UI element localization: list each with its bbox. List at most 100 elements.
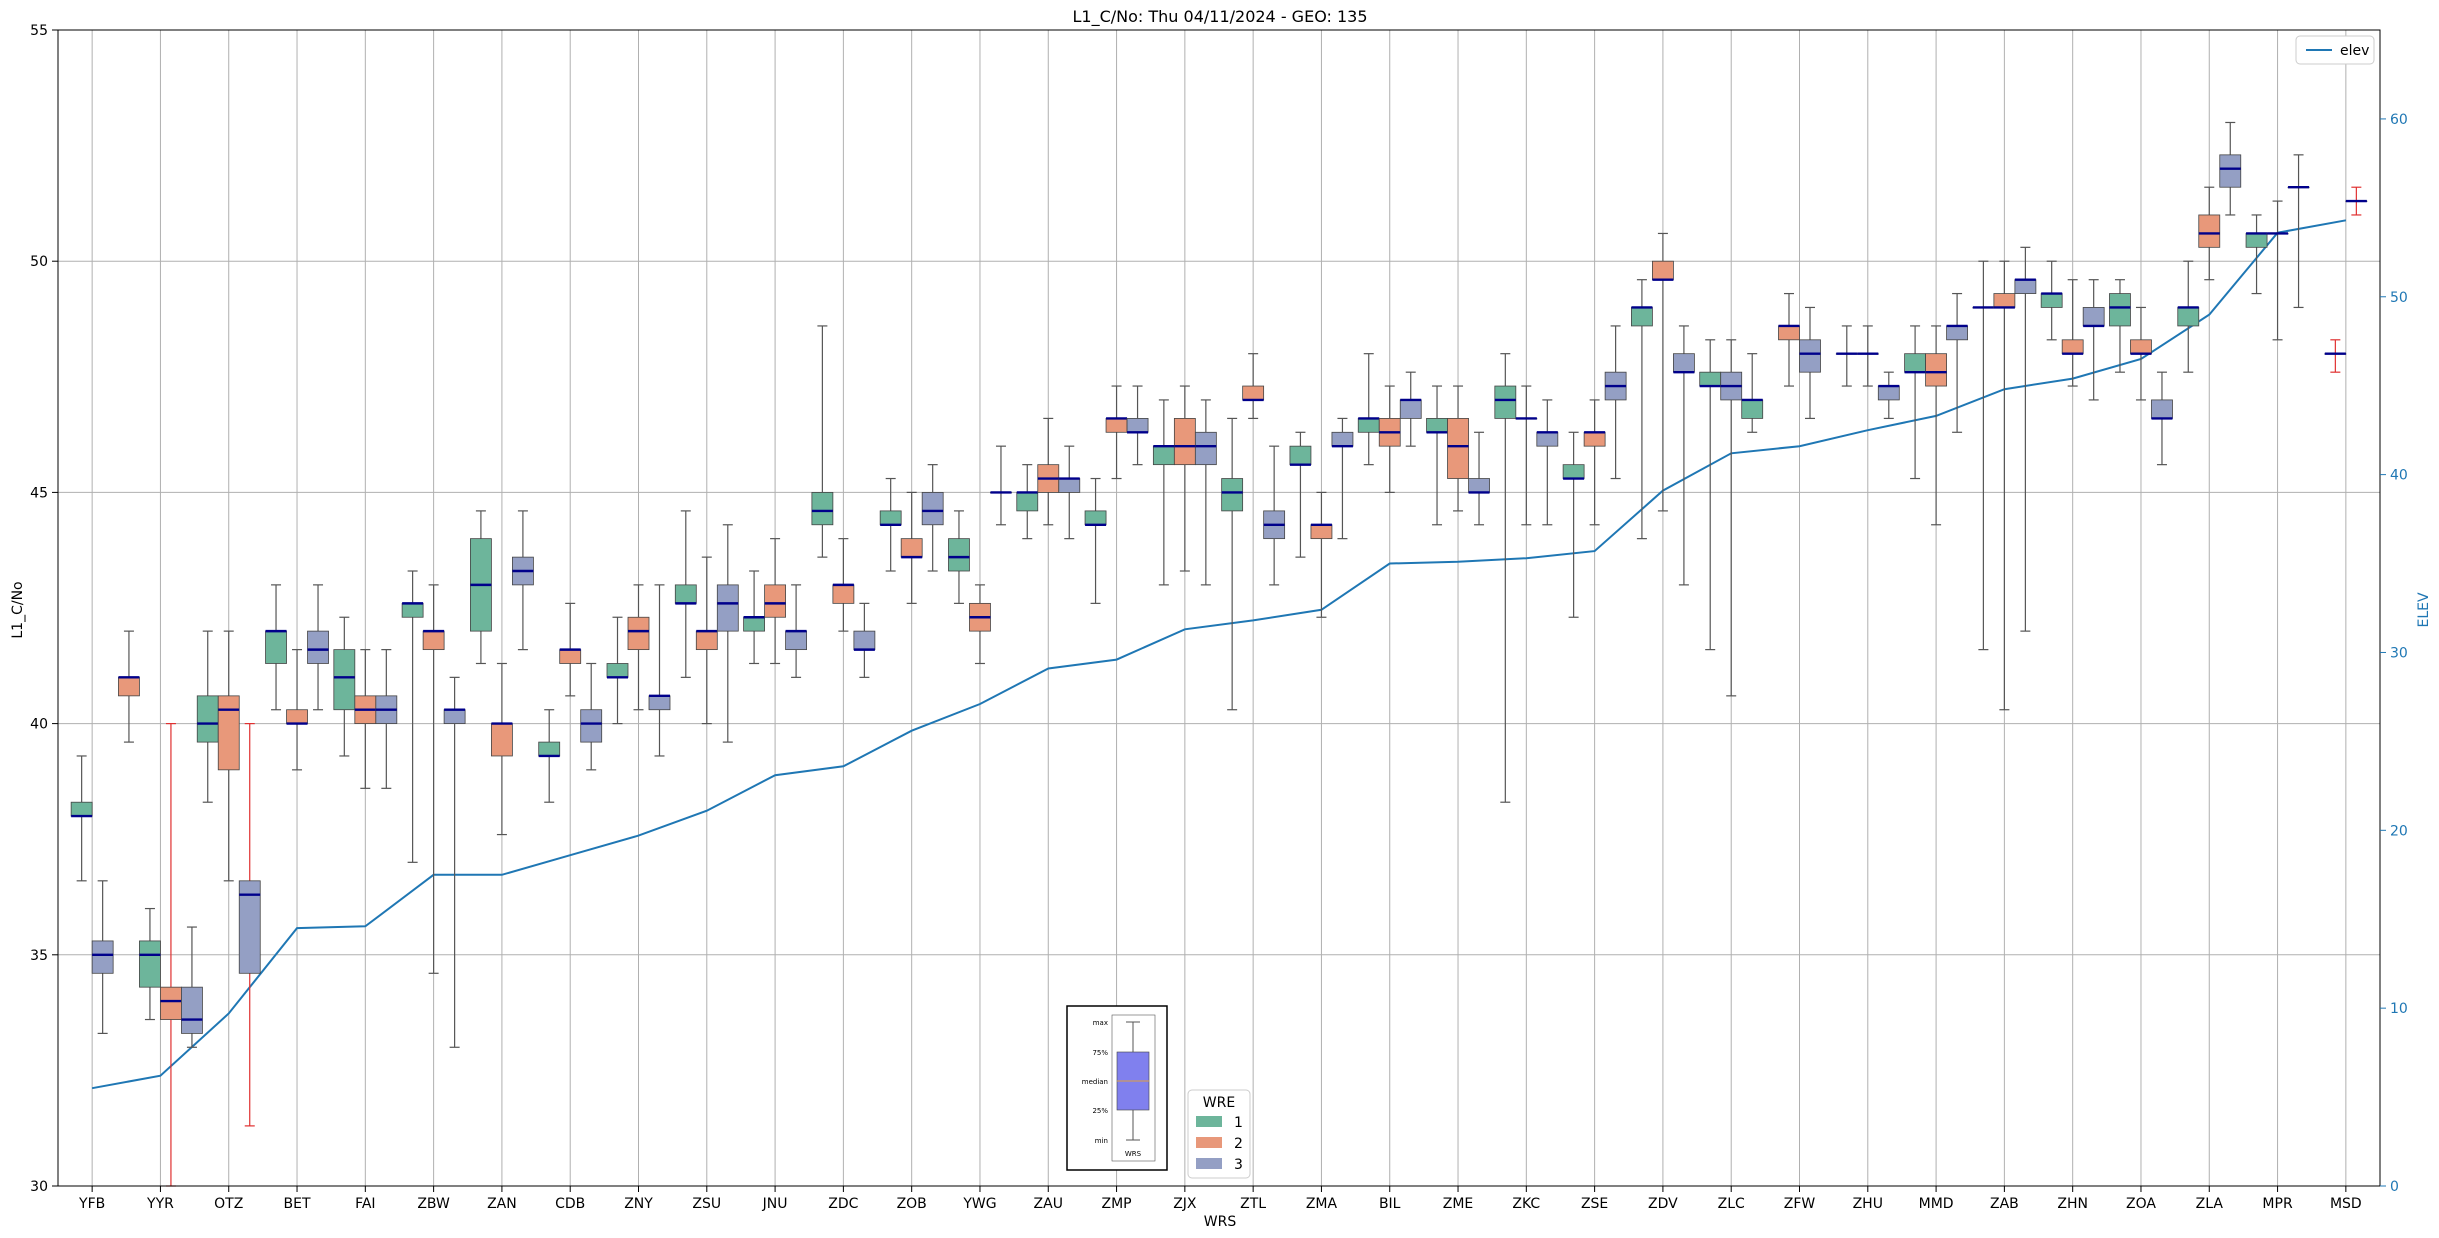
box-body	[785, 630, 807, 651]
axes: 30 35 40 45 50 55 0 10 20 30 40 50 60 YFB YYR OTZ BET FAI…	[30, 23, 2408, 1212]
box-body	[1631, 307, 1653, 327]
elev-series	[91, 219, 2347, 1090]
box-body	[2130, 339, 2152, 355]
box-YFB-wre3	[91, 880, 114, 1035]
box-ZOA-wre2	[2130, 306, 2152, 401]
box-body	[1904, 353, 1926, 373]
box-body	[1058, 478, 1081, 493]
box-ZKC-wre3	[1536, 399, 1559, 526]
box-ZLC-wre1	[1699, 339, 1722, 651]
box-ZKC-wre1	[1494, 353, 1517, 803]
box-body	[139, 940, 161, 988]
box-ZBW-wre3	[443, 676, 466, 1048]
box-YYR-wre2	[118, 630, 140, 743]
box-body	[217, 695, 240, 771]
box-body	[1699, 371, 1722, 387]
box-body	[1993, 293, 2016, 308]
box-CDB-wre2	[559, 602, 582, 697]
box-body	[2109, 293, 2131, 327]
box-body	[160, 986, 182, 1020]
box-MPR-wre1	[2245, 214, 2268, 295]
box-body	[401, 602, 424, 618]
box-ZBW-wre1	[401, 570, 424, 863]
box-body	[1673, 353, 1695, 373]
box-FAI-wre2	[354, 649, 377, 789]
box-body	[674, 584, 697, 604]
box-ZMA-wre2	[1310, 491, 1333, 618]
x-tick-label: JNU	[762, 1196, 788, 1212]
box-ZSE-wre1	[1562, 431, 1585, 618]
box-body	[1016, 491, 1039, 512]
box-body	[1357, 418, 1380, 433]
box-body	[606, 663, 629, 678]
box-ZSE-wre2	[1583, 399, 1606, 526]
box-body	[491, 723, 513, 757]
box-MSD-wre2	[2324, 339, 2347, 373]
chart-title: L1_C/No: Thu 04/11/2024 - GEO: 135	[1072, 7, 1367, 27]
box-ZSU-wre3	[716, 524, 739, 743]
box-ZFW-wre3	[1799, 306, 1821, 420]
box-body	[811, 491, 834, 526]
box-body	[196, 695, 219, 743]
box-body	[307, 630, 329, 664]
box-body	[1289, 445, 1312, 466]
box-body	[1741, 399, 1764, 419]
box-body	[1946, 325, 1968, 341]
plot-frame	[57, 29, 2381, 1187]
box-ZAN-wre1	[470, 510, 492, 665]
box-body	[2082, 307, 2105, 327]
box-ZTL-wre3	[1263, 445, 1286, 586]
box-MPR-wre3	[2287, 154, 2310, 309]
box-ZHU-wre3	[1877, 371, 1900, 420]
box-ZBW-wre2	[422, 584, 445, 974]
box-ZOA-wre1	[2109, 279, 2131, 373]
box-ZLC-wre1	[1741, 353, 1764, 433]
elev-legend: elev	[2295, 35, 2375, 65]
box-body	[1310, 524, 1333, 540]
box-body	[1778, 325, 1800, 341]
wre-legend-label: 2	[1234, 1136, 1243, 1152]
legends: elev WRE 1 2 3	[1187, 35, 2375, 1179]
box-OTZ-wre2	[217, 630, 240, 882]
wre-legend-swatch	[1196, 1116, 1222, 1127]
x-tick-label: MMD	[1919, 1196, 1954, 1212]
x-tick-label: FAI	[355, 1196, 375, 1212]
x-tick-label: OTZ	[214, 1196, 243, 1212]
box-body	[2151, 399, 2173, 419]
box-YFB-wre1	[70, 755, 93, 882]
x-tick-label: ZLC	[1718, 1196, 1745, 1212]
box-JNU-wre2	[764, 538, 786, 665]
box-body	[1221, 478, 1244, 512]
box-body	[879, 510, 902, 526]
x-tick-label: ZLA	[2196, 1196, 2224, 1212]
box-ZAU-wre1	[1016, 464, 1039, 540]
y2-axis-label: ELEV	[2416, 592, 2432, 627]
x-tick-label: YYR	[146, 1196, 174, 1212]
y-axis-label: L1_C/No	[10, 581, 26, 638]
box-body	[1426, 418, 1448, 433]
box-ZJX-wre3	[1194, 399, 1217, 586]
box-ZME-wre1	[1426, 385, 1448, 526]
y2-tick-label: 20	[2390, 823, 2408, 839]
box-plot-series	[70, 121, 2368, 1187]
box-OTZ-wre3	[238, 722, 261, 1127]
box-ZTL-wre1	[1221, 417, 1244, 711]
inset-label: 25%	[1092, 1107, 1108, 1115]
box-BIL-wre3	[1399, 371, 1422, 447]
box-body	[265, 630, 287, 664]
box-body	[2061, 339, 2084, 355]
x-tick-label: YWG	[962, 1196, 996, 1212]
box-JNU-wre1	[743, 570, 765, 665]
box-body	[832, 584, 855, 604]
box-body	[443, 709, 466, 725]
box-body	[238, 880, 261, 974]
box-ZFW-wre2	[1778, 292, 1800, 387]
box-ZSE-wre3	[1604, 325, 1627, 480]
y-tick-label: 30	[30, 1179, 48, 1195]
box-BET-wre1	[265, 584, 287, 711]
inset-label: max	[1093, 1019, 1108, 1027]
y2-tick-label: 60	[2390, 112, 2408, 128]
box-body	[921, 491, 944, 526]
box-body	[2198, 214, 2221, 248]
